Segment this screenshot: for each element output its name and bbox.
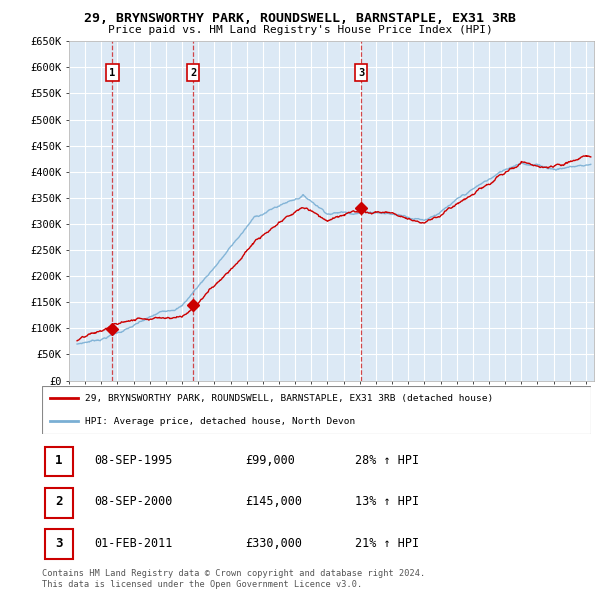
Text: 01-FEB-2011: 01-FEB-2011 xyxy=(94,537,173,550)
Text: Contains HM Land Registry data © Crown copyright and database right 2024.
This d: Contains HM Land Registry data © Crown c… xyxy=(42,569,425,589)
Text: 29, BRYNSWORTHY PARK, ROUNDSWELL, BARNSTAPLE, EX31 3RB: 29, BRYNSWORTHY PARK, ROUNDSWELL, BARNST… xyxy=(84,12,516,25)
Text: 1: 1 xyxy=(109,68,116,78)
Text: 2: 2 xyxy=(55,496,63,509)
Text: £330,000: £330,000 xyxy=(245,537,302,550)
Text: 2: 2 xyxy=(190,68,196,78)
Text: 08-SEP-2000: 08-SEP-2000 xyxy=(94,496,173,509)
Text: £99,000: £99,000 xyxy=(245,454,295,467)
Text: 21% ↑ HPI: 21% ↑ HPI xyxy=(355,537,419,550)
Text: 3: 3 xyxy=(55,537,63,550)
Text: 08-SEP-1995: 08-SEP-1995 xyxy=(94,454,173,467)
FancyBboxPatch shape xyxy=(45,529,73,559)
Text: HPI: Average price, detached house, North Devon: HPI: Average price, detached house, Nort… xyxy=(85,417,355,427)
FancyBboxPatch shape xyxy=(45,488,73,517)
Text: Price paid vs. HM Land Registry's House Price Index (HPI): Price paid vs. HM Land Registry's House … xyxy=(107,25,493,35)
Text: 13% ↑ HPI: 13% ↑ HPI xyxy=(355,496,419,509)
Text: £145,000: £145,000 xyxy=(245,496,302,509)
FancyBboxPatch shape xyxy=(42,386,591,434)
Text: 29, BRYNSWORTHY PARK, ROUNDSWELL, BARNSTAPLE, EX31 3RB (detached house): 29, BRYNSWORTHY PARK, ROUNDSWELL, BARNST… xyxy=(85,394,493,403)
FancyBboxPatch shape xyxy=(45,447,73,476)
Text: 3: 3 xyxy=(358,68,364,78)
Text: 1: 1 xyxy=(55,454,63,467)
Text: 28% ↑ HPI: 28% ↑ HPI xyxy=(355,454,419,467)
